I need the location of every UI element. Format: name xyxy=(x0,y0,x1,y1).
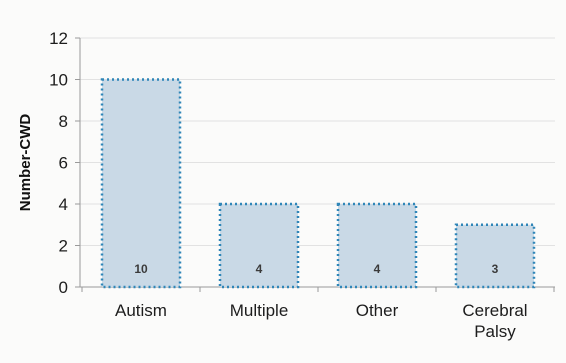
x-category-label: Other xyxy=(356,301,399,320)
y-tick-label: 10 xyxy=(49,71,68,90)
y-tick-label: 0 xyxy=(59,278,68,297)
data-label: 10 xyxy=(134,262,148,276)
x-category-label: Palsy xyxy=(474,322,516,341)
bar xyxy=(218,202,300,289)
y-tick-label: 12 xyxy=(49,29,68,48)
bar xyxy=(454,223,536,289)
y-axis-title: Number-CWD xyxy=(17,114,34,212)
bar xyxy=(100,78,182,289)
y-tick-label: 6 xyxy=(59,154,68,173)
y-tick-label: 2 xyxy=(59,237,68,256)
x-category-label: Multiple xyxy=(230,301,289,320)
x-category-label: Autism xyxy=(115,301,167,320)
data-label: 4 xyxy=(256,262,263,276)
data-label: 3 xyxy=(492,262,499,276)
data-label: 4 xyxy=(374,262,381,276)
y-tick-label: 4 xyxy=(59,195,68,214)
labels: 0 2 4 6 8 10 12 10 Autism 4 Multiple 4 Other 3 Cerebra… xyxy=(49,29,528,341)
bar xyxy=(336,202,418,289)
bars xyxy=(100,78,536,289)
x-category-label: Cerebral xyxy=(462,301,527,320)
y-tick-label: 8 xyxy=(59,112,68,131)
